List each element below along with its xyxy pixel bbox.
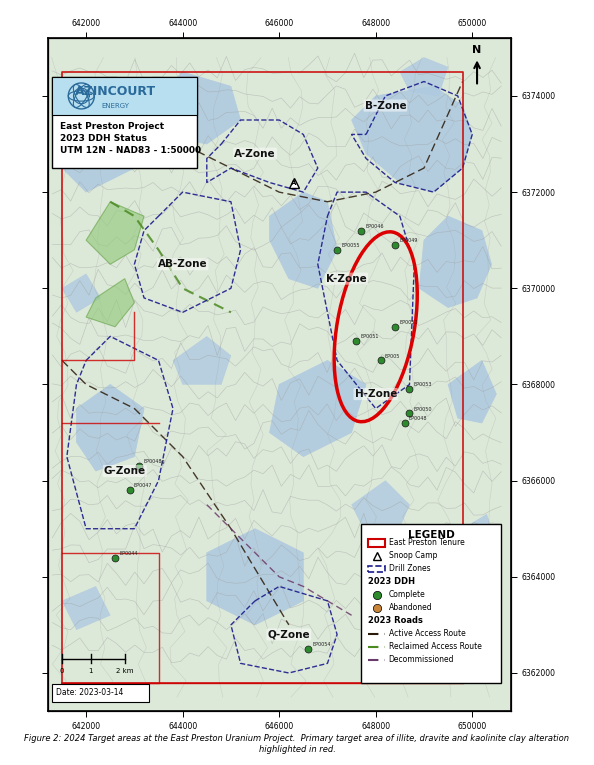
Polygon shape [448,360,497,423]
Text: A-Zone: A-Zone [234,148,276,158]
Polygon shape [62,274,100,312]
Text: Abandoned: Abandoned [388,603,432,612]
FancyBboxPatch shape [52,684,149,702]
Text: A: A [291,180,296,185]
Text: EP0050: EP0050 [413,406,432,412]
Polygon shape [159,72,241,144]
Polygon shape [400,57,448,96]
Text: East Preston Tenure: East Preston Tenure [388,538,465,547]
Polygon shape [62,587,110,630]
Polygon shape [352,86,472,192]
Text: EP0051: EP0051 [361,334,379,340]
Text: Complete: Complete [388,590,425,599]
Text: B-Zone: B-Zone [365,100,406,111]
Text: Snoop Camp: Snoop Camp [388,551,437,560]
Text: EP0049: EP0049 [399,238,418,243]
Bar [368,539,386,546]
Polygon shape [352,480,409,539]
FancyBboxPatch shape [361,524,501,682]
Text: AB-Zone: AB-Zone [158,259,207,269]
Text: EP0054: EP0054 [312,642,331,647]
Text: Decommissioned: Decommissioned [388,655,454,664]
Text: Drill Zones: Drill Zones [388,564,431,573]
Text: EP0044: EP0044 [119,551,138,556]
Polygon shape [86,202,144,264]
Text: LEGEND: LEGEND [408,529,454,539]
Polygon shape [207,529,304,625]
Text: 2023 DDH Status: 2023 DDH Status [59,135,147,143]
Text: EP0055: EP0055 [342,243,360,248]
Text: Figure 2: 2024 Target areas at the East Preston Uranium Project.  Primary target: Figure 2: 2024 Target areas at the East … [24,734,570,754]
Text: K-Zone: K-Zone [326,274,367,284]
Polygon shape [419,216,492,308]
Text: EP0047: EP0047 [134,483,152,489]
Text: Active Access Route: Active Access Route [388,629,466,638]
Text: 2 km: 2 km [116,668,134,674]
Text: AZINCOURT: AZINCOURT [74,85,156,98]
Text: G-Zone: G-Zone [104,466,146,476]
Polygon shape [463,514,497,553]
Text: N: N [472,44,482,54]
Text: Reclaimed Access Route: Reclaimed Access Route [388,642,482,651]
Text: UTM 12N - NAD83 - 1:50000: UTM 12N - NAD83 - 1:50000 [59,146,201,155]
Bar [368,566,386,572]
Polygon shape [86,278,134,327]
Text: H-Zone: H-Zone [355,389,397,399]
Text: EP0053: EP0053 [413,382,432,388]
Text: Date: 2023-03-14: Date: 2023-03-14 [56,688,124,697]
Text: Q-Zone: Q-Zone [267,630,310,640]
Text: EP0052: EP0052 [399,320,418,325]
Text: EP0048: EP0048 [409,416,427,422]
Polygon shape [173,337,231,385]
Text: EP0046: EP0046 [365,224,384,229]
Polygon shape [270,360,366,457]
Text: 2023 DDH: 2023 DDH [368,577,415,586]
Polygon shape [270,192,337,288]
FancyBboxPatch shape [52,76,197,116]
Text: EP0048g: EP0048g [143,460,165,464]
Text: EP005: EP005 [385,353,400,359]
Polygon shape [77,385,144,471]
Text: East Preston Project: East Preston Project [59,122,164,132]
Text: ENERGY: ENERGY [101,103,129,109]
Text: 2023 Roads: 2023 Roads [368,616,424,625]
FancyBboxPatch shape [52,76,197,168]
Text: 1: 1 [89,668,93,674]
Polygon shape [62,106,144,192]
Text: 0: 0 [60,668,64,674]
